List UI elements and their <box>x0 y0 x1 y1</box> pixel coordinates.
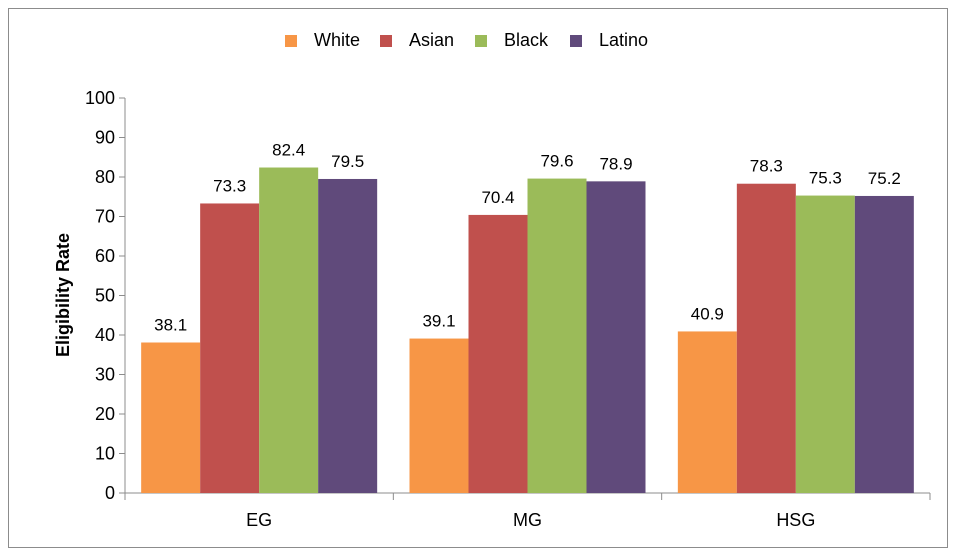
y-tick-label: 30 <box>95 365 115 385</box>
legend-swatch <box>570 35 582 47</box>
legend-label: White <box>314 30 360 50</box>
data-label: 78.9 <box>599 154 632 173</box>
bar <box>527 178 587 493</box>
data-label: 82.4 <box>272 141 305 160</box>
data-label: 75.3 <box>809 169 842 188</box>
bar <box>586 181 646 493</box>
bar <box>854 195 914 493</box>
legend-swatch <box>285 35 297 47</box>
data-label: 73.3 <box>213 176 246 195</box>
data-label: 75.2 <box>868 169 901 188</box>
y-axis-title: Eligibility Rate <box>53 233 73 357</box>
legend-swatch <box>475 35 487 47</box>
bar <box>318 178 378 493</box>
data-label: 70.4 <box>481 188 514 207</box>
x-category-label: EG <box>246 510 272 530</box>
y-tick-label: 90 <box>95 128 115 148</box>
y-tick-label: 20 <box>95 404 115 424</box>
data-label: 38.1 <box>154 316 187 335</box>
bar <box>736 183 796 493</box>
data-label: 40.9 <box>691 304 724 323</box>
y-tick-label: 70 <box>95 207 115 227</box>
data-label: 79.6 <box>540 152 573 171</box>
bar <box>200 203 260 493</box>
legend-label: Latino <box>599 30 648 50</box>
y-tick-label: 0 <box>105 483 115 503</box>
bar <box>141 342 201 493</box>
x-category-label: HSG <box>776 510 815 530</box>
data-label: 79.5 <box>331 152 364 171</box>
y-tick-label: 100 <box>85 88 115 108</box>
bar <box>409 338 469 493</box>
y-tick-label: 10 <box>95 444 115 464</box>
y-tick-label: 50 <box>95 286 115 306</box>
bar <box>259 167 319 493</box>
x-category-label: MG <box>513 510 542 530</box>
bar <box>468 214 528 494</box>
bar <box>795 195 855 493</box>
legend-label: Black <box>504 30 549 50</box>
legend-label: Asian <box>409 30 454 50</box>
legend-swatch <box>380 35 392 47</box>
y-tick-label: 80 <box>95 167 115 187</box>
bar <box>677 331 737 493</box>
y-tick-label: 40 <box>95 325 115 345</box>
data-label: 39.1 <box>422 312 455 331</box>
data-label: 78.3 <box>750 157 783 176</box>
y-tick-label: 60 <box>95 246 115 266</box>
